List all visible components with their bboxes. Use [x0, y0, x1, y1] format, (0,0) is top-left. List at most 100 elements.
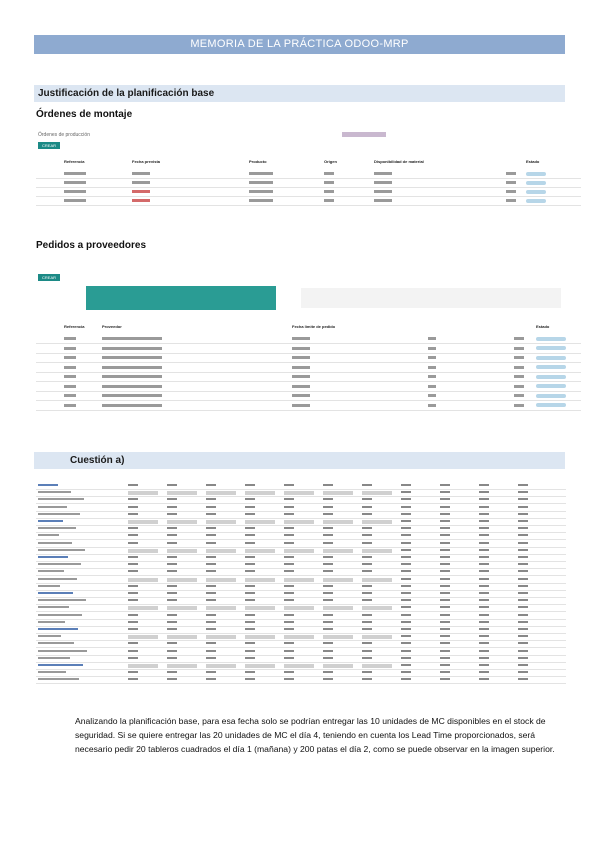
cell-value: [167, 512, 177, 515]
cell-value: [284, 577, 314, 582]
cell-value: [206, 584, 216, 587]
cell-value: [167, 491, 197, 496]
cell-value: [167, 656, 177, 659]
cell-value: [284, 491, 314, 496]
cell-value: [362, 642, 372, 645]
cell-text: [506, 190, 516, 193]
row-label: [38, 635, 61, 638]
cell-value: [479, 628, 489, 630]
cell-text: [132, 172, 150, 175]
cell-value: [284, 584, 294, 587]
cell-value: [323, 635, 353, 640]
cell-text: [506, 181, 516, 184]
row-divider: [36, 575, 566, 577]
cell-value: [362, 613, 372, 616]
cell-value: [479, 664, 489, 666]
cell-text: [324, 181, 334, 184]
row-divider: [36, 178, 581, 179]
kpi-panel: [86, 286, 276, 310]
cell-value: [167, 484, 177, 486]
cell-value: [206, 664, 236, 668]
row-divider: [36, 597, 566, 598]
cell-value: [167, 649, 177, 652]
cell-value: [440, 520, 450, 522]
row-divider: [36, 546, 566, 548]
cell-text: [102, 356, 162, 359]
cell-text: [64, 337, 76, 340]
row-divider: [36, 582, 566, 584]
cell-value: [440, 541, 450, 544]
cell-value: [518, 570, 528, 573]
row-divider: [36, 539, 566, 541]
cell-value: [128, 635, 158, 640]
row-divider: [36, 604, 566, 606]
cell-text: [374, 190, 392, 193]
status-tag: [536, 393, 566, 398]
cell-value: [284, 563, 294, 566]
row-divider: [36, 633, 566, 634]
row-divider: [36, 196, 581, 197]
status-tag: [526, 171, 546, 176]
row-divider: [36, 510, 566, 512]
cell-value: [284, 664, 314, 668]
cell-value: [362, 678, 372, 681]
cell-value: [128, 642, 138, 645]
cell-value: [362, 512, 372, 515]
cell-value: [206, 628, 216, 630]
cell-text: [428, 384, 436, 388]
cell-value: [206, 570, 216, 573]
cell-value: [245, 656, 255, 659]
cell-text: [428, 394, 436, 397]
cell-text: [428, 337, 436, 340]
cell-text: [514, 356, 524, 359]
cell-value: [518, 649, 528, 652]
cell-value: [440, 592, 450, 594]
cell-value: [440, 620, 450, 623]
cell-value: [206, 592, 216, 594]
row-label: [38, 498, 84, 501]
cell-value: [440, 548, 450, 551]
cell-value: [128, 527, 138, 530]
cell-value: [128, 512, 138, 515]
cell-text: [324, 172, 334, 175]
section-title: Cuestión a): [34, 452, 565, 469]
row-label: [38, 606, 69, 609]
status-tag: [536, 365, 566, 369]
cell-value: [401, 527, 411, 530]
cell-value: [518, 664, 528, 666]
cell-value: [518, 548, 528, 551]
cell-value: [518, 563, 528, 566]
row-divider: [36, 589, 566, 591]
cell-value: [206, 512, 216, 515]
cell-value: [323, 664, 353, 668]
cell-value: [206, 606, 236, 611]
cell-value: [362, 649, 372, 652]
row-divider: [36, 647, 566, 649]
section-title: Justificación de la planificación base: [34, 85, 565, 102]
cell-value: [518, 512, 528, 515]
cell-value: [167, 599, 177, 602]
column-header: Origen: [324, 159, 337, 164]
cell-text: [249, 199, 273, 202]
cell-value: [323, 512, 333, 515]
cell-value: [245, 613, 255, 616]
cell-value: [323, 613, 333, 616]
row-divider: [36, 381, 581, 382]
cell-value: [479, 642, 489, 645]
cell-value: [479, 570, 489, 573]
cell-value: [518, 534, 528, 537]
cell-value: [128, 671, 138, 674]
cell-value: [518, 671, 528, 674]
cell-value: [323, 620, 333, 623]
cell-value: [401, 577, 411, 580]
subheading: Órdenes de montaje: [36, 109, 133, 120]
cell-value: [206, 505, 216, 508]
cell-value: [479, 613, 489, 616]
cell-text: [249, 181, 273, 184]
cell-value: [245, 520, 275, 524]
cell-value: [479, 541, 489, 544]
status-tag: [536, 355, 566, 360]
cell-value: [284, 534, 294, 537]
cell-value: [518, 613, 528, 616]
cell-value: [245, 505, 255, 508]
